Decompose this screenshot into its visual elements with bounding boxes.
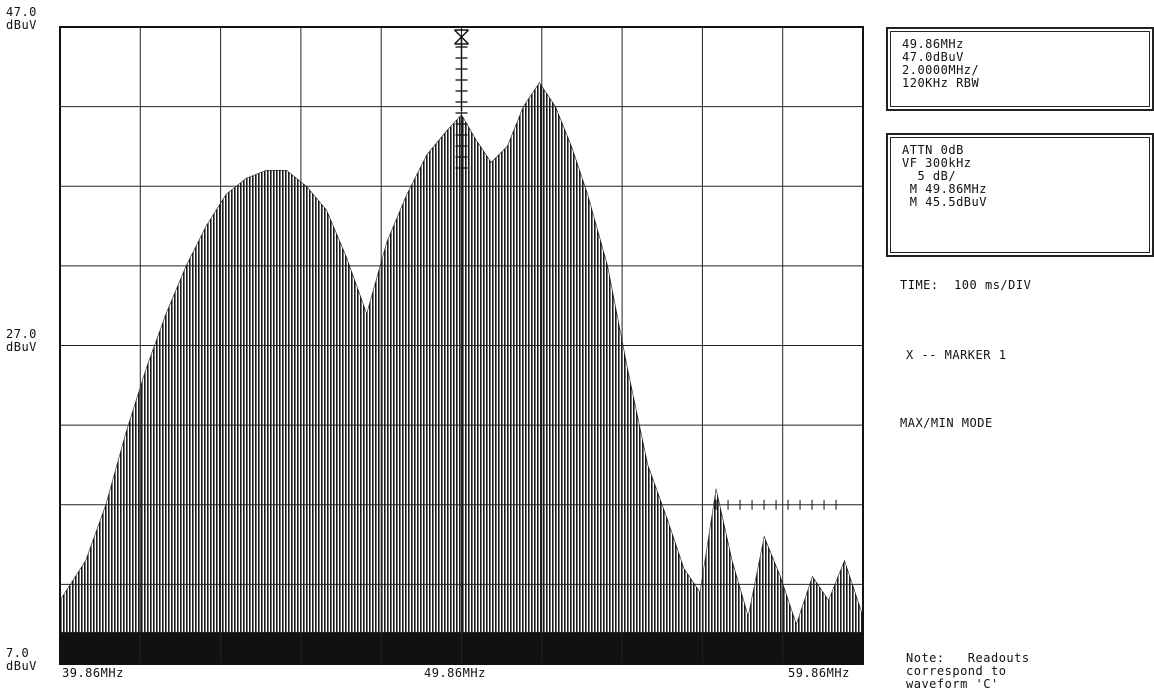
plot-frame (59, 26, 864, 665)
readout-video-filter: VF 300kHz (902, 156, 972, 170)
readout-rbw: 120KHz RBW (902, 76, 980, 90)
y-bottom-unit: dBuV (6, 659, 37, 673)
marker-x-symbol (453, 29, 470, 45)
readout-box-frequency: 49.86MHz 47.0dBuV 2.0000MHz/ 120KHz RBW (886, 27, 1154, 111)
time-per-division: TIME: 100 ms/DIV (900, 278, 1032, 292)
x-tick-label-left: 39.86MHz (62, 666, 124, 680)
readout-attenuation: ATTN 0dB (902, 143, 964, 157)
readout-box-settings: ATTN 0dB VF 300kHz 5 dB/ M 49.86MHz M 45… (886, 133, 1154, 257)
y-mid-unit: dBuV (6, 340, 37, 354)
y-mid-value: 27.0 (6, 327, 37, 341)
x-tick-label-center: 49.86MHz (424, 666, 486, 680)
readout-box-settings-inner (890, 137, 1150, 253)
y-top-value: 47.0 (6, 5, 37, 19)
readout-marker-level: M 45.5dBuV (902, 195, 987, 209)
y-bottom-value: 7.0 (6, 646, 30, 660)
note-line-1: Note: Readouts (906, 651, 1030, 665)
readout-box-frequency-inner (890, 31, 1150, 107)
readout-marker-frequency: M 49.86MHz (902, 182, 987, 196)
y-top-unit: dBuV (6, 18, 37, 32)
marker-legend: X -- MARKER 1 (906, 348, 1007, 362)
x-tick-label-right: 59.86MHz (788, 666, 850, 680)
note-line-2: correspond to (906, 664, 1007, 678)
display-mode: MAX/MIN MODE (900, 416, 993, 430)
marker-1 (453, 29, 837, 510)
spectrum-plot (59, 26, 864, 665)
readout-scale: 5 dB/ (902, 169, 957, 183)
readout-reference-level: 47.0dBuV (902, 50, 964, 64)
note-line-3: waveform 'C' (906, 677, 999, 691)
readout-span-per-div: 2.0000MHz/ (902, 63, 980, 77)
readout-center-frequency: 49.86MHz (902, 37, 964, 51)
plot-grid (60, 27, 863, 664)
readout-note: Note: Readouts correspond to waveform 'C… (906, 652, 1030, 691)
